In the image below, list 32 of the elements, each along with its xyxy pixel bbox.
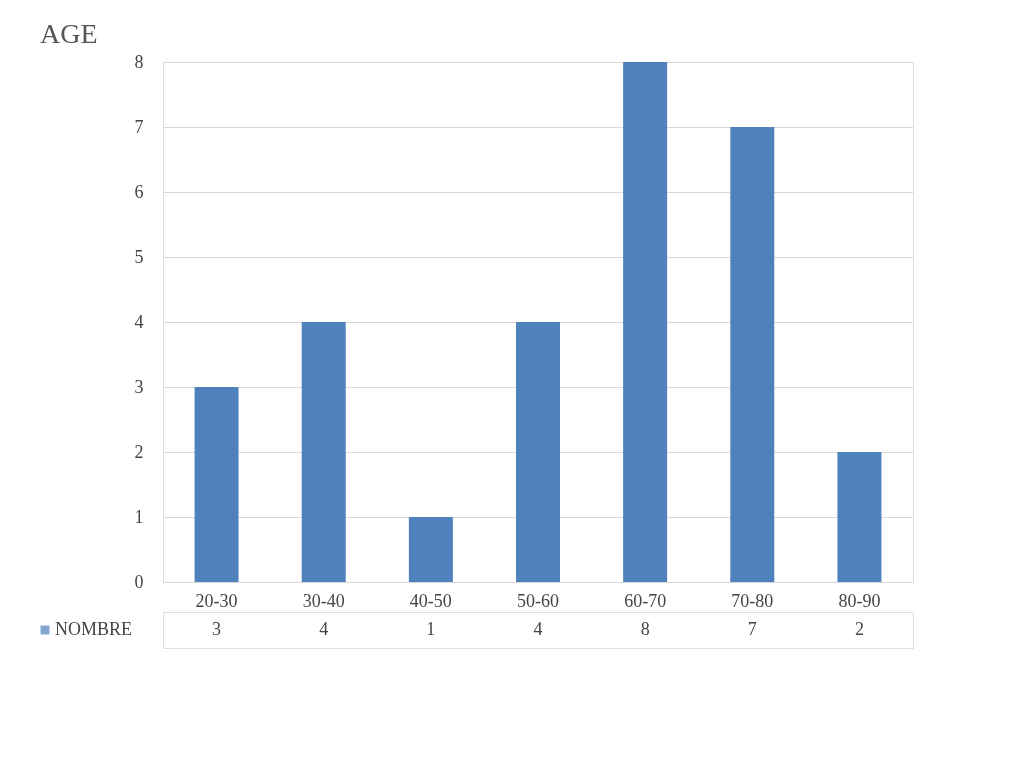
y-tick-label: 5 <box>134 246 144 267</box>
bar <box>623 62 668 582</box>
legend-label: NOMBRE <box>55 619 133 639</box>
data-label: 8 <box>640 619 650 639</box>
data-label: 7 <box>747 619 757 639</box>
y-tick-label: 8 <box>134 51 144 72</box>
bar <box>516 322 560 582</box>
y-tick-label: 7 <box>134 116 144 137</box>
y-tick-label: 4 <box>134 311 144 332</box>
chart-title: AGE <box>40 17 98 49</box>
bar <box>194 387 239 582</box>
data-label: 2 <box>854 619 864 639</box>
data-label: 1 <box>426 619 436 639</box>
y-tick-label: 6 <box>134 181 144 202</box>
data-label: 4 <box>533 619 543 639</box>
x-tick-label: 50-60 <box>517 590 559 611</box>
x-tick-label: 30-40 <box>302 590 345 611</box>
x-tick-label: 20-30 <box>195 590 238 611</box>
data-label: 4 <box>319 619 329 639</box>
bar <box>837 452 882 582</box>
x-tick-label: 40-50 <box>409 590 452 611</box>
x-tick-label: 60-70 <box>624 590 667 611</box>
data-label: 3 <box>212 619 222 639</box>
y-tick-label: 0 <box>134 571 144 592</box>
bar <box>730 127 775 582</box>
x-tick-label: 80-90 <box>838 590 881 611</box>
bar <box>301 322 346 582</box>
x-tick-label: 70-80 <box>731 590 774 611</box>
y-tick-label: 3 <box>134 376 144 397</box>
bar <box>408 517 453 582</box>
y-tick-label: 2 <box>134 441 144 462</box>
y-tick-label: 1 <box>134 506 144 527</box>
